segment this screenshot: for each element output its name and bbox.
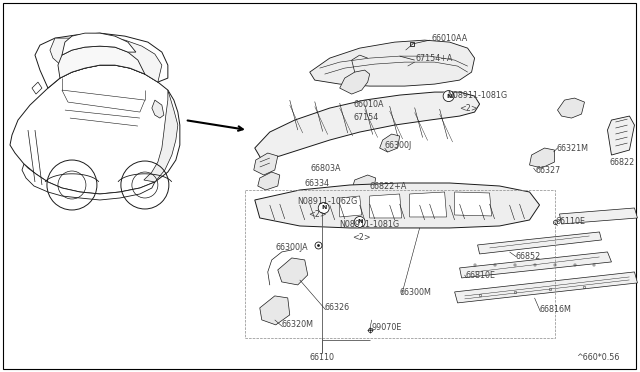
Polygon shape	[58, 46, 145, 78]
Text: 66010AA: 66010AA	[431, 33, 468, 43]
Text: 66334: 66334	[305, 179, 330, 187]
Polygon shape	[144, 90, 178, 182]
Text: N: N	[446, 94, 451, 99]
Polygon shape	[410, 192, 447, 217]
Text: 66822: 66822	[609, 157, 635, 167]
Text: 66321M: 66321M	[557, 144, 589, 153]
Polygon shape	[454, 192, 492, 216]
Polygon shape	[352, 175, 376, 194]
Text: 66326: 66326	[324, 304, 350, 312]
Polygon shape	[559, 208, 637, 224]
Circle shape	[318, 202, 329, 214]
Text: N08911-1081G: N08911-1081G	[447, 90, 508, 100]
Circle shape	[443, 91, 454, 102]
Circle shape	[354, 217, 365, 227]
Text: N08911-1081G: N08911-1081G	[340, 221, 400, 230]
Polygon shape	[35, 33, 168, 88]
Polygon shape	[607, 116, 634, 155]
Text: 66822+A: 66822+A	[370, 182, 407, 190]
Text: 66300M: 66300M	[399, 288, 431, 297]
Polygon shape	[370, 194, 402, 218]
Text: 66816M: 66816M	[540, 305, 572, 314]
Polygon shape	[258, 172, 280, 190]
Text: 67154+A: 67154+A	[415, 54, 453, 62]
Text: N08911-1062G: N08911-1062G	[298, 198, 358, 206]
Text: <2>: <2>	[460, 103, 478, 113]
Text: 67154: 67154	[354, 113, 379, 122]
Text: 66110: 66110	[309, 353, 334, 362]
Polygon shape	[557, 98, 584, 118]
Polygon shape	[152, 100, 164, 118]
Text: <2>: <2>	[352, 234, 371, 243]
Polygon shape	[254, 153, 278, 175]
Text: N: N	[357, 219, 362, 224]
Text: 66300J: 66300J	[385, 141, 412, 150]
Text: ^660*0.56: ^660*0.56	[576, 353, 620, 362]
Text: <2>: <2>	[308, 211, 326, 219]
Polygon shape	[255, 183, 540, 228]
Polygon shape	[380, 134, 399, 152]
Text: 66810E: 66810E	[465, 272, 495, 280]
Polygon shape	[454, 272, 637, 303]
Polygon shape	[255, 92, 479, 160]
Text: 66803A: 66803A	[311, 164, 341, 173]
Text: 99070E: 99070E	[372, 323, 402, 332]
Polygon shape	[10, 65, 180, 194]
Polygon shape	[22, 164, 155, 200]
Text: 66852: 66852	[516, 253, 541, 262]
Polygon shape	[50, 37, 162, 82]
Polygon shape	[310, 40, 475, 86]
Text: N: N	[321, 205, 326, 211]
Text: 66327: 66327	[536, 166, 561, 174]
Polygon shape	[260, 296, 290, 325]
Polygon shape	[477, 232, 602, 254]
Text: 66300JA: 66300JA	[276, 243, 308, 253]
Polygon shape	[340, 70, 370, 94]
Bar	[244, 190, 554, 338]
Polygon shape	[529, 148, 554, 168]
Text: 66010A: 66010A	[354, 100, 384, 109]
Text: 66110E: 66110E	[556, 218, 586, 227]
Polygon shape	[32, 82, 42, 94]
Polygon shape	[62, 33, 136, 55]
Text: 66320M: 66320M	[282, 320, 314, 329]
Polygon shape	[460, 252, 611, 278]
Polygon shape	[340, 196, 362, 217]
Polygon shape	[278, 258, 308, 285]
